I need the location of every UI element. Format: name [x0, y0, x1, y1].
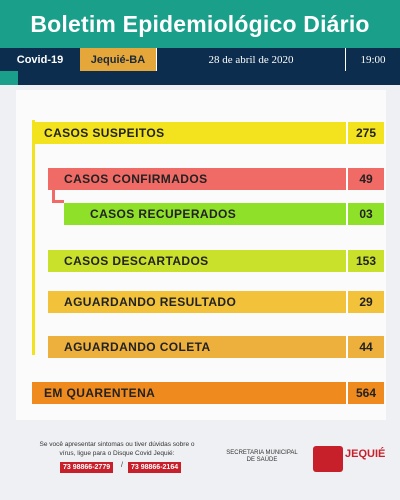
- label-aguardando-resultado: AGUARDANDO RESULTADO: [64, 295, 237, 309]
- ribbon-divider: [0, 71, 400, 85]
- value-aguardando-coleta: 44: [346, 336, 384, 358]
- phone-separator: /: [121, 462, 123, 469]
- secretaria-label: SECRETARIA MUNICIPAL DE SAÚDE: [226, 450, 298, 463]
- value-casos-suspeitos: 275: [346, 122, 384, 144]
- covid-label: Covid-19: [16, 53, 64, 66]
- label-aguardando-coleta: AGUARDANDO COLETA: [64, 340, 211, 354]
- row-aguardando-coleta: AGUARDANDO COLETA 44: [48, 336, 384, 358]
- row-aguardando-resultado: AGUARDANDO RESULTADO 29: [48, 291, 384, 313]
- info-bar: Covid-19 Jequié-BA 28 de abril de 2020 1…: [0, 48, 400, 71]
- page-title: Boletim Epidemiológico Diário: [0, 0, 400, 48]
- stats-panel: CASOS SUSPEITOS 275 CASOS CONFIRMADOS 49…: [16, 90, 386, 420]
- row-casos-suspeitos: CASOS SUSPEITOS 275: [32, 122, 384, 144]
- accent-stripe: [0, 71, 18, 85]
- jequie-logo-icon: [313, 446, 343, 472]
- value-casos-recuperados: 03: [346, 203, 384, 225]
- value-em-quarentena: 564: [346, 382, 384, 404]
- time-label: 19:00: [345, 48, 400, 71]
- row-casos-descartados: CASOS DESCARTADOS 153: [48, 250, 384, 272]
- label-casos-suspeitos: CASOS SUSPEITOS: [44, 126, 165, 140]
- value-casos-confirmados: 49: [346, 168, 384, 190]
- label-casos-recuperados: CASOS RECUPERADOS: [90, 207, 237, 221]
- phone-number-2[interactable]: 73 98866-2164: [128, 462, 182, 473]
- value-casos-descartados: 153: [346, 250, 384, 272]
- connector-line-suspeitos: [32, 120, 35, 355]
- connector-line-confirmados-h: [52, 200, 64, 203]
- row-casos-recuperados: CASOS RECUPERADOS 03: [64, 203, 384, 225]
- jequie-logo-text: JEQUIÉ: [345, 448, 386, 460]
- date-label: 28 de abril de 2020: [156, 48, 345, 71]
- footer-helpline-text: Se você apresentar sintomas ou tiver dúv…: [39, 441, 195, 457]
- row-em-quarentena: EM QUARENTENA 564: [32, 382, 384, 404]
- label-casos-descartados: CASOS DESCARTADOS: [64, 254, 209, 268]
- row-casos-confirmados: CASOS CONFIRMADOS 49: [48, 168, 384, 190]
- city-label: Jequié-BA: [80, 48, 156, 71]
- label-em-quarentena: EM QUARENTENA: [44, 386, 156, 400]
- label-casos-confirmados: CASOS CONFIRMADOS: [64, 172, 208, 186]
- phone-number-1[interactable]: 73 98866-2779: [60, 462, 114, 473]
- value-aguardando-resultado: 29: [346, 291, 384, 313]
